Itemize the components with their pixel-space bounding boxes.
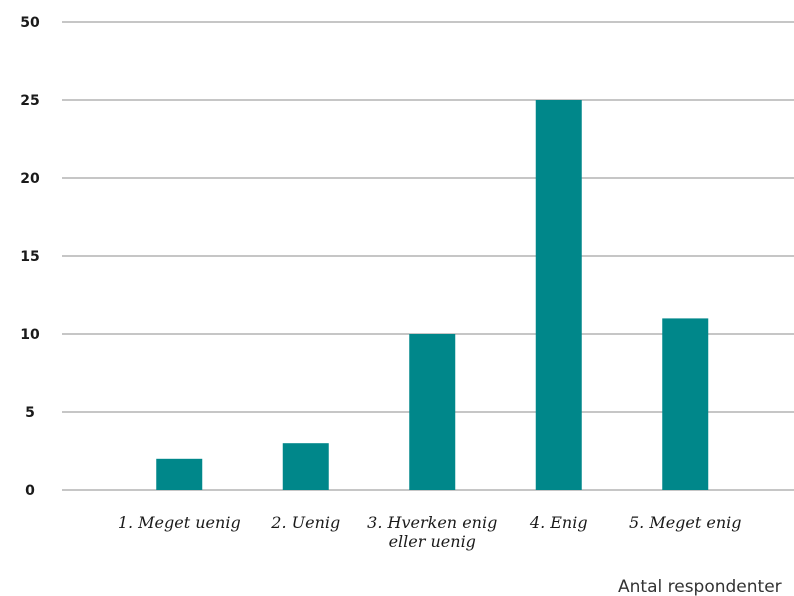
x-tick-label: 4. Enig [529,513,588,532]
y-tick-label: 15 [20,249,39,265]
bar [662,318,709,490]
y-axis-ticks: 0 5 10 15 20 25 50 [20,15,40,499]
x-tick-label: 2. Uenig [270,513,340,532]
x-tick-label: 5. Meget enig [629,513,742,532]
y-tick-label: 20 [20,171,40,187]
bar [156,458,203,490]
bar [282,443,329,490]
x-tick-label: 1. Meget uenig [118,513,241,532]
y-tick-label: 0 [25,483,35,499]
y-tick-label: 5 [25,405,35,421]
bar [409,334,456,490]
y-tick-label: 25 [20,93,39,109]
footnote: Antal respondenter [618,577,782,596]
bars [156,100,709,490]
x-axis-ticks: 1. Meget uenig 2. Uenig 3. Hverken enig ell… [118,513,742,551]
y-tick-label: 50 [20,15,40,31]
bar [535,100,582,490]
x-tick-label: 3. Hverken enig eller uenig [367,513,497,551]
y-tick-label: 10 [20,327,40,343]
